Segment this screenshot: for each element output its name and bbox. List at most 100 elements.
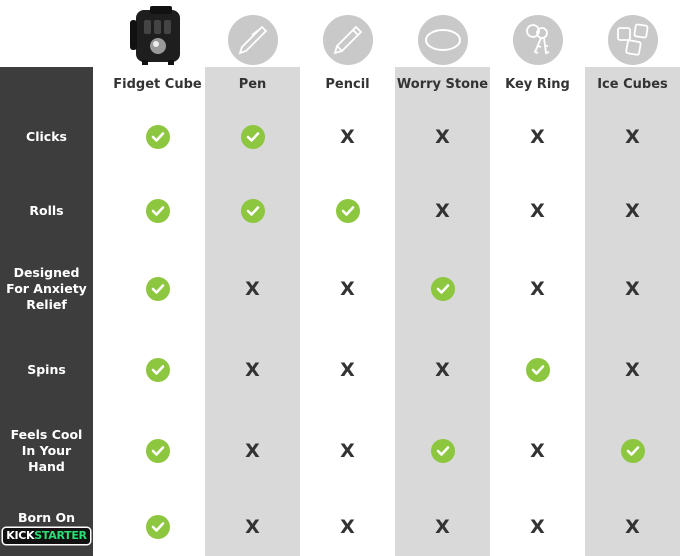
fidget-cube-image [128,6,186,72]
row-label: Clicks [26,129,67,144]
table-cell: X [585,512,680,542]
x-icon: X [530,278,545,300]
column-label: Key Ring [505,77,570,92]
table-cell [395,436,490,466]
table-cell: X [300,355,395,385]
table-cell: X [395,122,490,152]
check-icon [145,515,170,539]
table-cell [205,122,300,152]
x-icon: X [625,516,640,538]
check-icon [430,439,455,463]
x-icon: X [435,359,450,381]
check-icon [335,199,360,223]
table-cell: X [395,196,490,226]
row-label: Born On KICKSTARTER [0,510,93,544]
x-icon: X [435,126,450,148]
table-cell: X [490,274,585,304]
check-icon [145,125,170,149]
check-icon [240,125,265,149]
table-cell: X [490,122,585,152]
column-header: Pencil [300,0,395,100]
column-header: Key Ring [490,0,585,100]
column-header: Fidget Cube [110,0,205,100]
check-icon [145,199,170,223]
table-cell: X [205,274,300,304]
table-cell: X [395,355,490,385]
column-header: Pen [205,0,300,100]
table-cell [110,436,205,466]
table-cell [585,436,680,466]
pen-icon [225,13,280,67]
row-label-text: Born On [17,510,76,525]
table-cell: X [490,512,585,542]
x-icon: X [530,126,545,148]
pencil-icon [320,13,375,67]
table-cell [110,355,205,385]
kickstarter-logo: KICKSTARTER [3,528,90,544]
check-icon [620,439,645,463]
check-icon [430,277,455,301]
table-cell: X [300,122,395,152]
table-cell [300,196,395,226]
table-cell [490,355,585,385]
table-cell [110,122,205,152]
x-icon: X [530,516,545,538]
x-icon: X [530,200,545,222]
column-label: Worry Stone [396,77,489,92]
column-header: Worry Stone [395,0,490,100]
column-label: Pencil [325,77,370,92]
x-icon: X [625,359,640,381]
keys-icon [510,13,565,67]
table-cell: X [300,512,395,542]
row-label-sidebar [0,67,93,556]
table-cell: X [300,274,395,304]
x-icon: X [340,126,355,148]
x-icon: X [340,516,355,538]
check-icon [145,277,170,301]
stone-icon [415,13,470,67]
x-icon: X [340,278,355,300]
check-icon [240,199,265,223]
column-label: Pen [238,77,267,92]
column-bg-ice-cubes [585,67,680,556]
table-cell: X [585,355,680,385]
table-cell: X [490,436,585,466]
x-icon: X [245,440,260,462]
table-cell: X [585,274,680,304]
ice-cubes-icon [605,13,660,67]
x-icon: X [245,278,260,300]
column-bg-worry-stone [395,67,490,556]
x-icon: X [625,278,640,300]
table-cell: X [205,512,300,542]
row-label: Spins [27,362,66,377]
x-icon: X [530,440,545,462]
table-cell: X [490,196,585,226]
table-cell [205,196,300,226]
table-cell [110,196,205,226]
table-cell [110,512,205,542]
table-cell: X [205,436,300,466]
x-icon: X [245,516,260,538]
table-cell: X [205,355,300,385]
column-label: Ice Cubes [597,77,668,92]
x-icon: X [435,200,450,222]
x-icon: X [435,516,450,538]
table-cell: X [585,122,680,152]
x-icon: X [625,126,640,148]
check-icon [525,358,550,382]
row-label: Feels Cool In Your Hand [10,427,83,474]
x-icon: X [340,359,355,381]
column-label: Fidget Cube [113,77,202,92]
row-label: Rolls [29,203,64,218]
x-icon: X [625,200,640,222]
table-cell: X [300,436,395,466]
table-cell [110,274,205,304]
table-cell [395,274,490,304]
column-header: Ice Cubes [585,0,680,100]
x-icon: X [245,359,260,381]
check-icon [145,358,170,382]
table-cell: X [395,512,490,542]
check-icon [145,439,170,463]
x-icon: X [340,440,355,462]
table-cell: X [585,196,680,226]
